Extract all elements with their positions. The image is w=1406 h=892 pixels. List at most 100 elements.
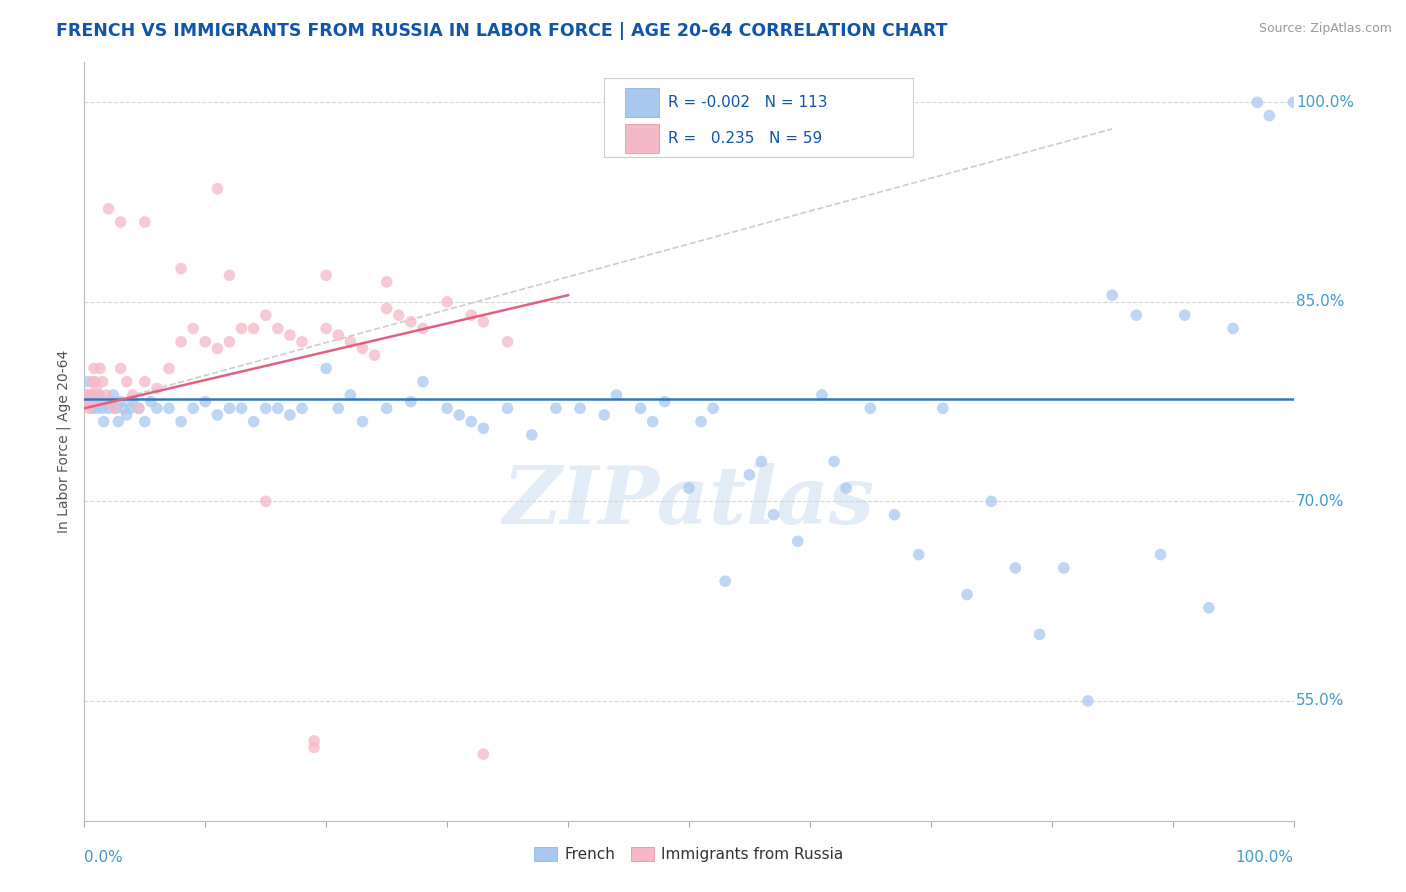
Point <box>254 401 277 416</box>
Point <box>207 408 229 422</box>
Point <box>654 394 676 409</box>
Point <box>1222 321 1244 335</box>
Point <box>157 361 180 376</box>
Point <box>811 388 834 402</box>
Point <box>352 342 374 356</box>
Point <box>115 375 138 389</box>
Point <box>436 401 458 416</box>
Point <box>97 202 120 216</box>
Point <box>89 361 111 376</box>
Point <box>605 388 627 402</box>
Point <box>91 375 114 389</box>
Point <box>375 301 398 316</box>
Point <box>194 334 217 349</box>
Point <box>363 348 385 362</box>
Y-axis label: In Labor Force | Age 20-64: In Labor Force | Age 20-64 <box>56 350 72 533</box>
Point <box>84 394 107 409</box>
Point <box>87 388 110 402</box>
Point <box>641 415 664 429</box>
Point <box>218 268 240 283</box>
Point <box>1198 600 1220 615</box>
Point <box>170 415 193 429</box>
Point <box>302 740 325 755</box>
Point <box>97 394 120 409</box>
Point <box>121 394 143 409</box>
Point <box>678 481 700 495</box>
Text: 55.0%: 55.0% <box>1296 693 1344 708</box>
Bar <box>624 88 659 117</box>
Point <box>86 381 108 395</box>
Point <box>77 401 100 416</box>
Point <box>883 508 905 522</box>
Point <box>278 328 301 343</box>
Point <box>146 381 169 395</box>
Point <box>328 401 350 416</box>
Point <box>181 321 204 335</box>
Point <box>630 401 652 416</box>
Point <box>77 394 100 409</box>
Point <box>714 574 737 589</box>
Point <box>460 415 482 429</box>
Point <box>352 415 374 429</box>
Point <box>231 321 253 335</box>
Point <box>835 481 858 495</box>
Point <box>1077 694 1099 708</box>
Point <box>231 401 253 416</box>
Point <box>544 401 567 416</box>
Point <box>110 394 132 409</box>
Point <box>134 415 156 429</box>
Point <box>1004 561 1026 575</box>
Bar <box>624 124 659 153</box>
Point <box>94 388 117 402</box>
Point <box>980 494 1002 508</box>
Point <box>399 394 422 409</box>
Point <box>91 401 114 416</box>
Point <box>593 408 616 422</box>
Point <box>472 315 495 329</box>
Text: R = -0.002   N = 113: R = -0.002 N = 113 <box>668 95 828 110</box>
Point <box>1028 627 1050 641</box>
Point <box>100 394 122 409</box>
Point <box>254 308 277 322</box>
Text: 0.0%: 0.0% <box>84 850 124 865</box>
Point <box>859 401 882 416</box>
Point <box>207 182 229 196</box>
Point <box>112 401 135 416</box>
Point <box>86 388 108 402</box>
Point <box>267 321 290 335</box>
Point <box>242 415 264 429</box>
Point <box>496 334 519 349</box>
Point <box>89 394 111 409</box>
Text: ZIPatlas: ZIPatlas <box>503 464 875 541</box>
Point <box>1101 288 1123 302</box>
Point <box>170 334 193 349</box>
Point <box>218 334 240 349</box>
Point <box>1282 95 1305 110</box>
Point <box>218 401 240 416</box>
Point <box>84 375 107 389</box>
Point <box>120 401 142 416</box>
Point <box>128 401 150 416</box>
Point <box>77 394 100 409</box>
Point <box>339 334 361 349</box>
Point <box>315 321 337 335</box>
Text: 70.0%: 70.0% <box>1296 494 1344 509</box>
Point <box>134 215 156 229</box>
Point <box>412 375 434 389</box>
Point <box>79 388 101 402</box>
Point <box>1174 308 1197 322</box>
Point <box>80 401 103 416</box>
Point <box>103 388 125 402</box>
Point <box>83 361 105 376</box>
Point <box>86 394 108 409</box>
Point <box>328 328 350 343</box>
Point <box>315 268 337 283</box>
Point <box>786 534 808 549</box>
Point <box>302 734 325 748</box>
Point <box>460 308 482 322</box>
Point <box>207 342 229 356</box>
Point <box>1149 548 1171 562</box>
Point <box>181 401 204 416</box>
Point <box>121 388 143 402</box>
Point <box>496 401 519 416</box>
